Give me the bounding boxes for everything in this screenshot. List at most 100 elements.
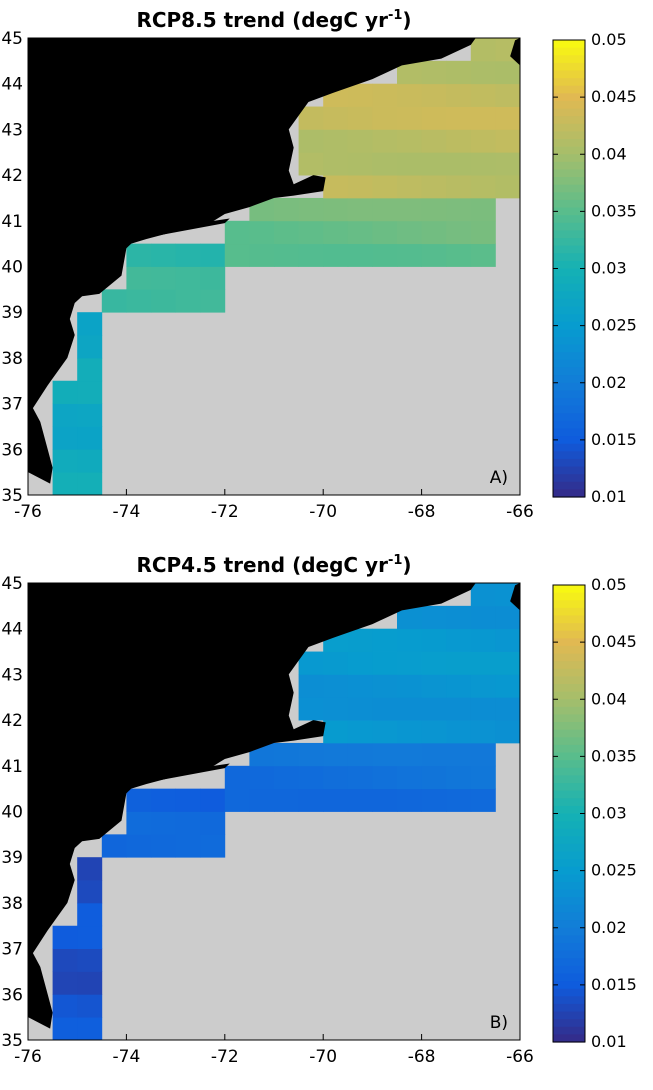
rcp85-cell (323, 129, 349, 153)
rcp85-y-tick-label: 41 (1, 212, 23, 232)
rcp85-cell (200, 243, 226, 267)
rcp45-cell (446, 742, 472, 767)
rcp85-cell (274, 197, 299, 222)
rcp45-cell (77, 948, 103, 972)
rcp45-cell (274, 765, 299, 790)
rcp85-cell (151, 243, 176, 267)
rcp45-cell (347, 674, 373, 698)
rcp45-colorbar-tick-label: 0.04 (591, 689, 627, 708)
rcp45-cell (372, 651, 398, 675)
rcp45-cell (77, 880, 103, 904)
rcp45-cell (446, 765, 472, 790)
rcp85-cell (470, 38, 496, 62)
rcp85-cell (274, 220, 299, 245)
rcp85-cell (77, 335, 103, 359)
rcp85-cell (372, 152, 398, 176)
rcp45-cell (446, 674, 472, 698)
rcp45-cell (249, 765, 275, 790)
rcp85-cell (495, 175, 521, 199)
rcp85-cell (421, 220, 447, 245)
rcp85-cell (495, 60, 521, 85)
rcp85-cell (224, 220, 250, 245)
rcp85-cell (421, 243, 447, 267)
rcp85-cell (77, 357, 103, 382)
rcp45-land (28, 583, 476, 1029)
rcp85-cell (298, 152, 324, 176)
rcp45-cell (446, 697, 472, 721)
rcp85-cell (151, 266, 176, 290)
rcp45-y-tick-label: 41 (1, 757, 23, 777)
rcp85-cell (52, 449, 78, 473)
rcp45-cell (397, 788, 422, 812)
rcp45-long-island (126, 763, 230, 787)
rcp85-cell (347, 197, 373, 222)
rcp45-heatmap-cells (52, 583, 521, 1041)
rcp85-cell (421, 60, 447, 85)
rcp45-cell (446, 720, 472, 744)
rcp45-cell (397, 742, 422, 767)
rcp45-cell (372, 697, 398, 721)
rcp85-cell (323, 220, 349, 245)
rcp85-cell (372, 197, 398, 222)
rcp85-cell (470, 60, 496, 85)
rcp45-cell (323, 720, 349, 744)
rcp85-cell (495, 129, 521, 153)
rcp85-cell (446, 129, 472, 153)
rcp45-cell (397, 765, 422, 790)
rcp45-cell (52, 948, 78, 972)
rcp85-cell (323, 175, 349, 199)
rcp45-colorbar-tick-label: 0.025 (591, 861, 637, 880)
rcp45-y-tick-label: 42 (1, 711, 23, 731)
rcp45-cell (126, 811, 152, 835)
rcp85-y-tick-label: 44 (1, 75, 23, 95)
rcp85-cell (77, 380, 103, 404)
rcp85-cell (470, 220, 496, 245)
rcp45-x-tick-label: -72 (211, 1047, 239, 1067)
rcp85-cell (52, 426, 78, 450)
rcp85-cell (421, 83, 447, 107)
rcp45-cell (77, 994, 103, 1018)
rcp45-cell (77, 971, 103, 995)
rcp45-cell (446, 605, 472, 630)
rcp45-cell (249, 788, 275, 812)
rcp85-cell (470, 175, 496, 199)
rcp85-cell (421, 152, 447, 176)
rcp45-cell (175, 811, 201, 835)
rcp45-cell (397, 697, 422, 721)
rcp45-cell (470, 788, 496, 812)
rcp85-cell (126, 243, 152, 267)
rcp45-cell (421, 605, 447, 630)
rcp45-cell (274, 788, 299, 812)
rcp45-colorbar: 0.01 0.015 0.02 0.025 0.03 0.035 0.04 0.045 0.05 (552, 575, 637, 1051)
rcp45-cell (446, 788, 472, 812)
rcp45-cell (298, 674, 324, 698)
rcp85-colorbar-tick-label: 0.025 (591, 316, 637, 335)
rcp45-cell (200, 811, 226, 835)
rcp85-colorbar-tick-label: 0.03 (591, 259, 627, 278)
rcp85-long-island (126, 218, 230, 242)
rcp85-cell (347, 220, 373, 245)
rcp85-cell (495, 83, 521, 107)
rcp45-x-tick-label: -68 (408, 1047, 436, 1067)
rcp45-cell (298, 788, 324, 812)
rcp45-cell (372, 742, 398, 767)
rcp85-cell (470, 129, 496, 153)
rcp85-cell (323, 243, 349, 267)
rcp45-cell (323, 765, 349, 790)
rcp85-cell (347, 175, 373, 199)
rcp45-cell (421, 697, 447, 721)
rcp45-cell (101, 834, 127, 858)
rcp45-cell (397, 674, 422, 698)
rcp85-cell (347, 83, 373, 107)
rcp85-cell (323, 197, 349, 222)
rcp45-cell (397, 720, 422, 744)
rcp85-cell (77, 449, 103, 473)
rcp45-y-tick-label: 44 (1, 620, 23, 640)
rcp85-cell (52, 472, 78, 496)
rcp85-cell (77, 426, 103, 450)
rcp85-cell (372, 243, 398, 267)
rcp85-cell (397, 152, 422, 176)
rcp45-cell (495, 697, 521, 721)
rcp85-cell (200, 266, 226, 290)
rcp45-title: RCP4.5 trend (degC yr-1) (136, 553, 411, 577)
